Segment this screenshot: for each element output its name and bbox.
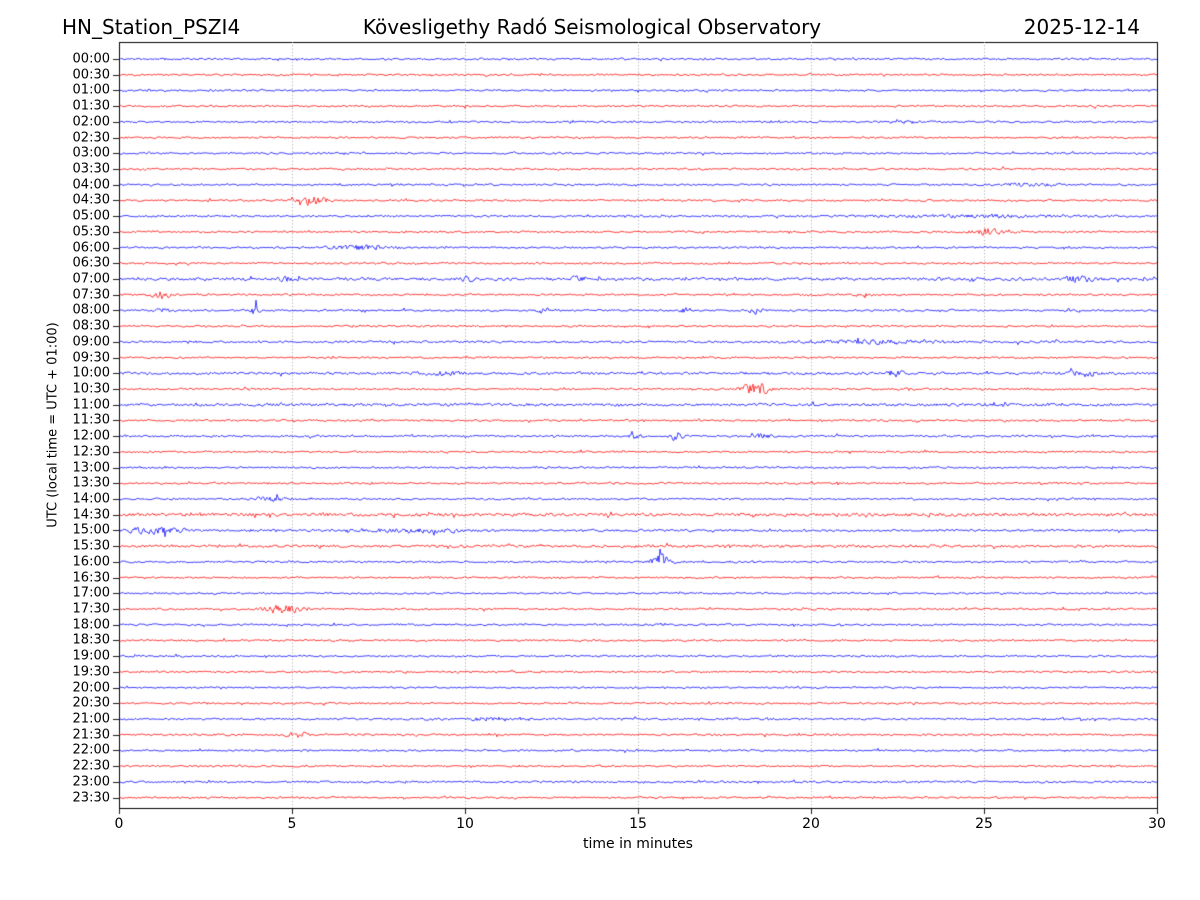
- y-tick-label: 01:00: [72, 82, 110, 98]
- y-tick-label: 07:00: [72, 271, 110, 287]
- y-tick-label: 20:30: [72, 695, 110, 711]
- y-tick-label: 05:00: [72, 208, 110, 224]
- y-tick-label: 05:30: [72, 224, 110, 240]
- x-tick-label: 20: [802, 816, 820, 832]
- y-tick-label: 06:00: [72, 240, 110, 256]
- y-tick-label: 16:30: [72, 570, 110, 586]
- y-tick-label: 04:30: [72, 192, 110, 208]
- y-tick-label: 10:30: [72, 381, 110, 397]
- y-tick-label: 03:00: [72, 145, 110, 161]
- y-tick-label: 13:00: [72, 460, 110, 476]
- y-tick-label: 03:30: [72, 161, 110, 177]
- y-tick-label: 19:00: [72, 648, 110, 664]
- y-tick-label: 00:30: [72, 67, 110, 83]
- x-tick-label: 5: [287, 816, 297, 832]
- y-tick-label: 23:00: [72, 774, 110, 790]
- x-tick-label: 15: [629, 816, 647, 832]
- y-tick-label: 07:30: [72, 287, 110, 303]
- y-tick-label: 21:00: [72, 711, 110, 727]
- observatory-title: Kövesligethy Radó Seismological Observat…: [362, 15, 822, 39]
- x-axis-label: time in minutes: [583, 836, 693, 852]
- x-tick-label: 10: [456, 816, 474, 832]
- y-tick-label: 02:30: [72, 130, 110, 146]
- date-label: 2025-12-14: [1023, 15, 1140, 39]
- y-tick-label: 15:00: [72, 522, 110, 538]
- y-tick-label: 15:30: [72, 538, 110, 554]
- y-tick-label: 11:00: [72, 397, 110, 413]
- y-tick-label: 11:30: [72, 412, 110, 428]
- y-tick-label: 17:30: [72, 601, 110, 617]
- y-tick-label: 02:00: [72, 114, 110, 130]
- y-tick-label: 22:30: [72, 758, 110, 774]
- y-tick-label: 16:00: [72, 554, 110, 570]
- y-tick-label: 14:30: [72, 507, 110, 523]
- y-tick-label: 14:00: [72, 491, 110, 507]
- y-tick-label: 21:30: [72, 727, 110, 743]
- y-tick-label: 18:30: [72, 632, 110, 648]
- x-tick-label: 0: [114, 816, 124, 832]
- x-tick-label: 25: [975, 816, 993, 832]
- y-tick-label: 10:00: [72, 365, 110, 381]
- x-tick-label: 30: [1148, 816, 1166, 832]
- y-tick-label: 12:00: [72, 428, 110, 444]
- y-tick-label: 09:00: [72, 334, 110, 350]
- y-tick-label: 17:00: [72, 585, 110, 601]
- station-title: HN_Station_PSZI4: [62, 15, 241, 39]
- y-tick-label: 22:00: [72, 742, 110, 758]
- y-tick-label: 12:30: [72, 444, 110, 460]
- y-tick-label: 23:30: [72, 790, 110, 806]
- y-tick-label: 00:00: [72, 51, 110, 67]
- y-tick-label: 04:00: [72, 177, 110, 193]
- y-tick-label: 18:00: [72, 617, 110, 633]
- y-tick-label: 08:30: [72, 318, 110, 334]
- y-tick-label: 06:30: [72, 255, 110, 271]
- y-tick-label: 20:00: [72, 680, 110, 696]
- y-tick-label: 08:00: [72, 302, 110, 318]
- y-tick-label: 13:30: [72, 475, 110, 491]
- y-tick-label: 01:30: [72, 98, 110, 114]
- y-tick-label: 09:30: [72, 350, 110, 366]
- y-tick-label: 19:30: [72, 664, 110, 680]
